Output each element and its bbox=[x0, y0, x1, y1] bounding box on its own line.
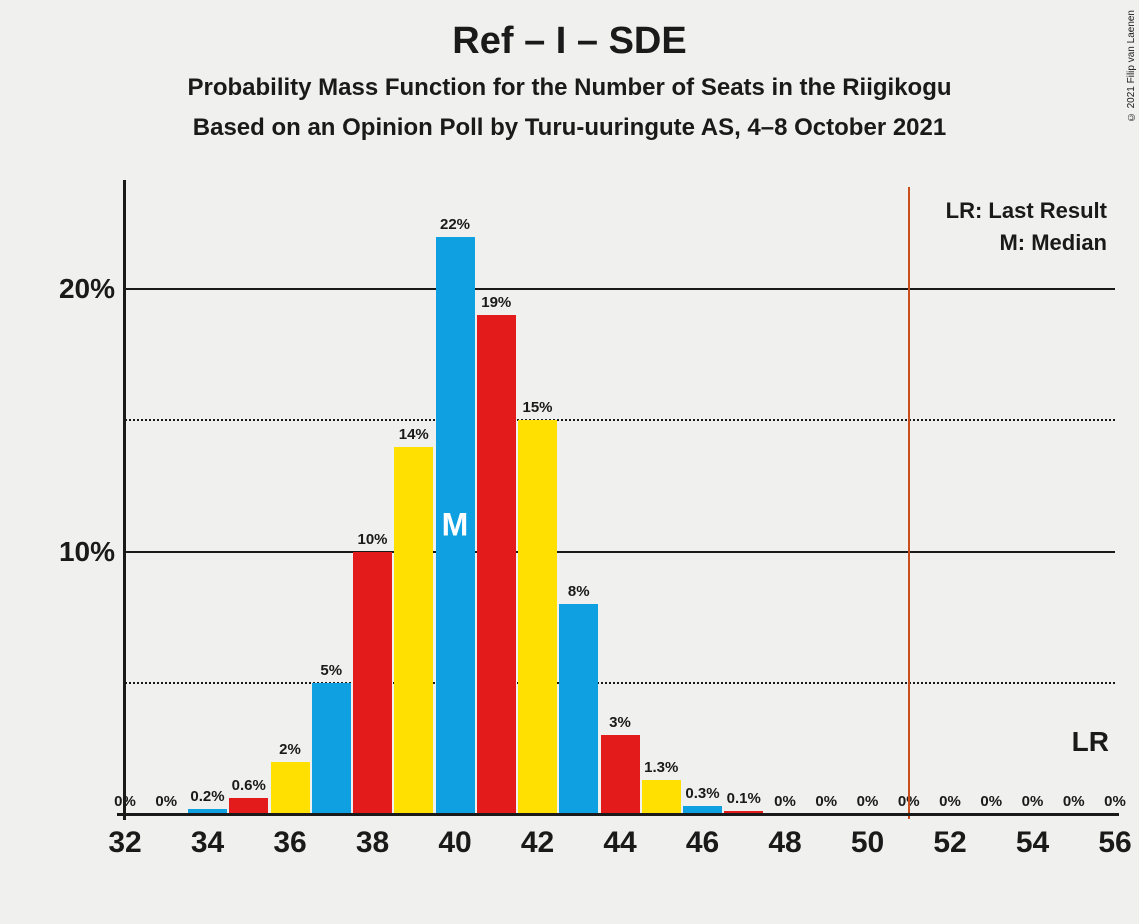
bar bbox=[477, 315, 516, 814]
copyright-text: © 2021 Filip van Laenen bbox=[1126, 10, 1137, 122]
bar-value-label: 1.3% bbox=[636, 759, 686, 776]
bar-value-label: 0% bbox=[1090, 793, 1139, 810]
x-tick-label: 38 bbox=[334, 826, 412, 860]
bar bbox=[559, 604, 598, 814]
x-axis bbox=[117, 813, 1119, 816]
bar bbox=[229, 798, 268, 814]
y-tick-label: 20% bbox=[40, 273, 115, 305]
bar bbox=[312, 683, 351, 814]
bar-value-label: 5% bbox=[306, 662, 356, 679]
gridline-major bbox=[125, 288, 1115, 290]
chart-subtitle-2: Based on an Opinion Poll by Turu-uuringu… bbox=[0, 114, 1139, 142]
x-tick-label: 36 bbox=[251, 826, 329, 860]
plot-area: LR: Last Result M: Median 10%20%32343638… bbox=[125, 192, 1115, 814]
gridline-minor bbox=[125, 419, 1115, 421]
lr-vertical-line bbox=[908, 187, 910, 819]
bar-value-label: 8% bbox=[554, 583, 604, 600]
x-tick-label: 48 bbox=[746, 826, 824, 860]
chart-stage: Ref – I – SDE Probability Mass Function … bbox=[0, 0, 1139, 924]
gridline-major bbox=[125, 551, 1115, 553]
bar-value-label: 15% bbox=[513, 399, 563, 416]
y-tick-label: 10% bbox=[40, 536, 115, 568]
chart-title: Ref – I – SDE bbox=[0, 20, 1139, 63]
bar-value-label: 0.6% bbox=[224, 777, 274, 794]
y-axis bbox=[123, 180, 126, 820]
x-tick-label: 54 bbox=[994, 826, 1072, 860]
bar-value-label: 2% bbox=[265, 741, 315, 758]
chart-subtitle-1: Probability Mass Function for the Number… bbox=[0, 74, 1139, 102]
bar bbox=[601, 735, 640, 814]
gridline-minor bbox=[125, 682, 1115, 684]
legend-median: M: Median bbox=[999, 230, 1107, 256]
x-tick-label: 42 bbox=[499, 826, 577, 860]
lr-axis-label: LR bbox=[1072, 726, 1109, 758]
bar-value-label: 22% bbox=[430, 216, 480, 233]
x-tick-label: 40 bbox=[416, 826, 494, 860]
bar-value-label: 19% bbox=[471, 294, 521, 311]
bar-value-label: 3% bbox=[595, 714, 645, 731]
x-tick-label: 32 bbox=[86, 826, 164, 860]
bar bbox=[642, 780, 681, 814]
legend-lr: LR: Last Result bbox=[946, 198, 1107, 224]
x-tick-label: 56 bbox=[1076, 826, 1139, 860]
bar bbox=[394, 447, 433, 814]
x-tick-label: 52 bbox=[911, 826, 989, 860]
bar bbox=[271, 762, 310, 814]
bar bbox=[353, 552, 392, 814]
bar-value-label: 14% bbox=[389, 426, 439, 443]
x-tick-label: 50 bbox=[829, 826, 907, 860]
x-tick-label: 34 bbox=[169, 826, 247, 860]
x-tick-label: 46 bbox=[664, 826, 742, 860]
bar bbox=[518, 420, 557, 814]
x-tick-label: 44 bbox=[581, 826, 659, 860]
median-mark: M bbox=[442, 507, 469, 544]
bar-value-label: 10% bbox=[348, 531, 398, 548]
